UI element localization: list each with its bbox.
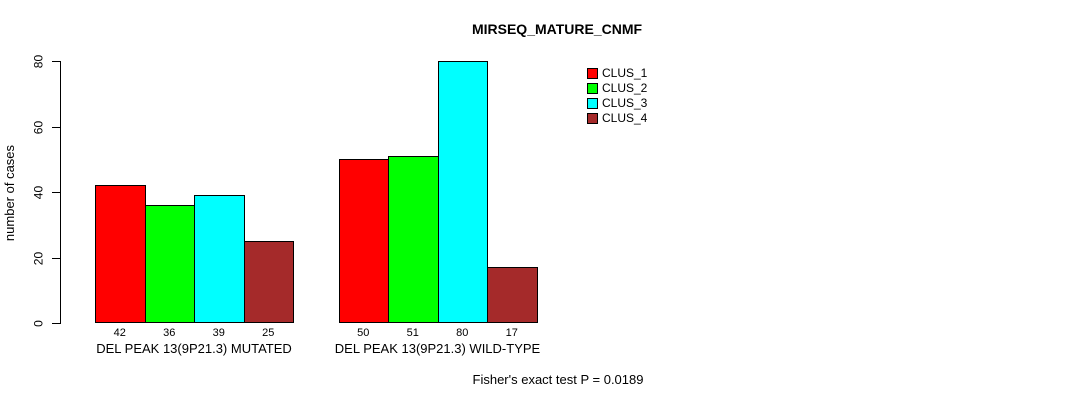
bar-clus_1 (338, 159, 389, 323)
y-axis-label: number of cases (2, 144, 17, 242)
footer-annotation: Fisher's exact test P = 0.0189 (472, 372, 644, 387)
group-label: DEL PEAK 13(9P21.3) MUTATED (96, 341, 292, 356)
group-label: DEL PEAK 13(9P21.3) WILD-TYPE (334, 341, 541, 356)
bar-clus_2 (144, 205, 195, 323)
y-tick-mark (52, 323, 60, 324)
y-tick-mark (52, 127, 60, 128)
y-tick-label: 60 (31, 120, 46, 135)
legend-item: CLUS_4 (587, 111, 647, 126)
legend: CLUS_1 CLUS_2 CLUS_3 CLUS_4 (587, 66, 647, 126)
bar-value-label: 25 (262, 327, 275, 339)
legend-swatch-clus-3 (587, 98, 598, 109)
y-tick-label: 0 (31, 320, 46, 327)
y-tick-label: 20 (31, 251, 46, 266)
bar-value-label: 80 (456, 327, 469, 339)
y-tick-mark (52, 192, 60, 193)
bar-value-label: 17 (505, 327, 518, 339)
legend-label: CLUS_1 (602, 66, 648, 80)
bar-clus_4 (487, 267, 538, 323)
legend-label: CLUS_3 (602, 96, 648, 110)
bar-value-label: 42 (113, 327, 126, 339)
bar-clus_1 (95, 185, 146, 323)
bar-clus_3 (194, 195, 245, 323)
legend-item: CLUS_2 (587, 81, 647, 96)
y-axis-line (60, 61, 61, 324)
legend-item: CLUS_1 (587, 66, 647, 81)
legend-item: CLUS_3 (587, 96, 647, 111)
chart-title: MIRSEQ_MATURE_CNMF (471, 21, 643, 37)
y-tick-label: 80 (31, 54, 46, 69)
bar-value-label: 50 (357, 327, 370, 339)
legend-swatch-clus-1 (587, 68, 598, 79)
y-tick-mark (52, 258, 60, 259)
bar-clus_2 (388, 156, 439, 323)
bar-value-label: 36 (163, 327, 176, 339)
legend-swatch-clus-4 (587, 113, 598, 124)
bar-clus_3 (437, 61, 488, 323)
bar-value-label: 39 (212, 327, 225, 339)
y-tick-mark (52, 61, 60, 62)
legend-swatch-clus-2 (587, 83, 598, 94)
legend-label: CLUS_4 (602, 111, 648, 125)
bar-value-label: 51 (406, 327, 419, 339)
y-tick-label: 40 (31, 185, 46, 200)
legend-label: CLUS_2 (602, 81, 648, 95)
bar-clus_4 (243, 241, 294, 323)
